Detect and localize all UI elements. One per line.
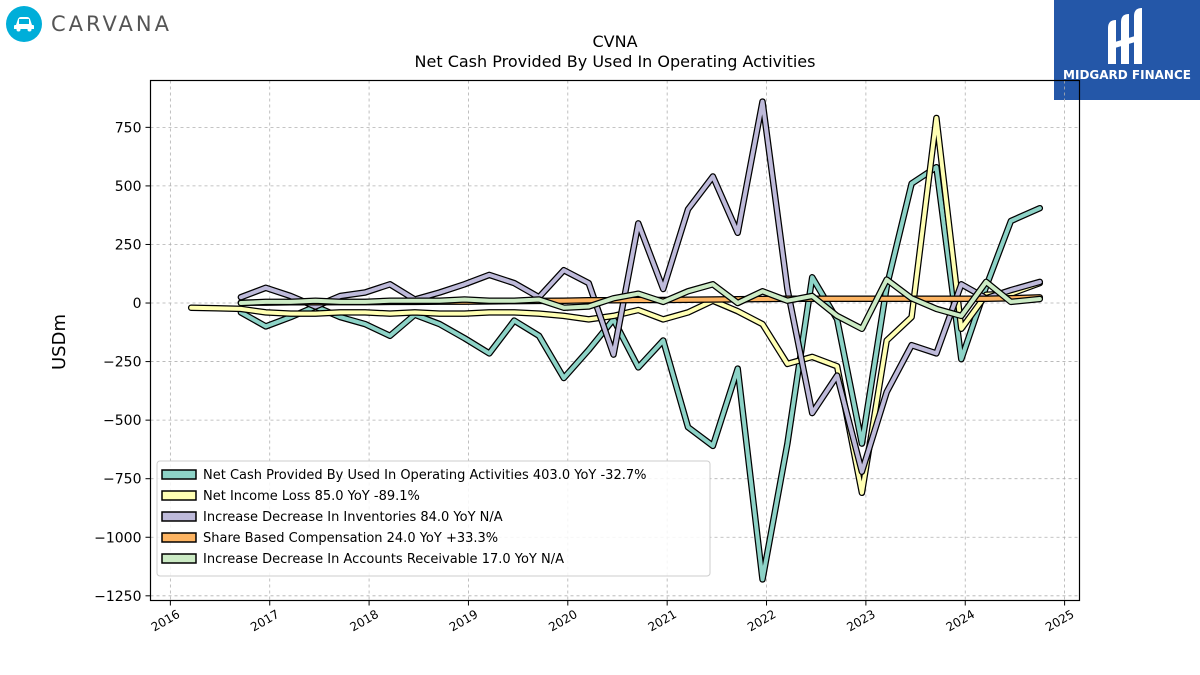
series-0 xyxy=(237,163,1044,583)
legend-box xyxy=(156,460,711,577)
legend-swatch xyxy=(161,553,197,564)
y-tick-label: −1000 xyxy=(94,530,141,546)
y-tick-label: 500 xyxy=(115,179,142,195)
x-tick-label: 2025 xyxy=(1043,607,1076,634)
series-2 xyxy=(237,98,1044,475)
legend-label: Share Based Compensation 24.0 YoY +33.3% xyxy=(203,531,498,546)
carvana-wordmark: CARVANA xyxy=(51,12,172,36)
x-tick-label: 2022 xyxy=(745,607,778,634)
series-line xyxy=(238,277,1042,331)
legend-label: Net Cash Provided By Used In Operating A… xyxy=(203,468,646,483)
series-line xyxy=(189,116,1042,495)
x-tick-label: 2021 xyxy=(646,607,679,634)
series-line xyxy=(238,99,1042,474)
y-tick-label: −750 xyxy=(103,472,141,488)
carvana-logo: CARVANA xyxy=(6,4,172,44)
x-tick-label: 2019 xyxy=(447,607,480,634)
y-tick-label: −250 xyxy=(103,355,141,371)
legend-label: Net Income Loss 85.0 YoY -89.1% xyxy=(203,489,420,504)
y-tick-label: 750 xyxy=(115,120,142,136)
y-tick-label: −1250 xyxy=(94,589,141,605)
y-axis-label: USDm xyxy=(49,314,70,370)
x-axis: 2016 2017 2018 2019 2020 2021 2022 2023 2024 2025 xyxy=(149,600,1076,634)
x-tick-label: 2023 xyxy=(844,607,877,634)
midgard-logo-icon xyxy=(1104,8,1150,70)
series-1 xyxy=(187,114,1044,497)
plot-frame xyxy=(149,79,1081,602)
y-tick-label: 250 xyxy=(115,237,142,253)
legend-swatch xyxy=(161,532,197,543)
series-line xyxy=(238,165,1042,582)
x-tick-label: 2018 xyxy=(348,607,381,634)
x-tick-label: 2024 xyxy=(944,607,977,634)
series-line-outline xyxy=(237,98,1044,475)
legend-swatch xyxy=(161,469,197,480)
x-tick-label: 2020 xyxy=(546,607,579,634)
chart-subtitle: Net Cash Provided By Used In Operating A… xyxy=(415,52,816,71)
x-tick-label: 2017 xyxy=(248,607,281,634)
y-tick-label: −500 xyxy=(103,413,141,429)
legend-label: Increase Decrease In Inventories 84.0 Yo… xyxy=(203,510,503,525)
header: CARVANA MIDGARD FINANCE xyxy=(0,0,1200,100)
midgard-wordmark: MIDGARD FINANCE xyxy=(1063,68,1191,82)
y-tick-label: 0 xyxy=(133,296,142,312)
legend-swatch xyxy=(161,511,197,522)
car-icon xyxy=(6,6,42,42)
x-tick-label: 2016 xyxy=(149,607,182,634)
series-4 xyxy=(237,276,1044,333)
chart-title: CVNA xyxy=(592,32,637,51)
midgard-finance-logo: MIDGARD FINANCE xyxy=(1054,0,1200,100)
y-axis: 750 500 250 0 −250 −500 −750 −1000 −1250 xyxy=(94,120,151,605)
legend-swatch xyxy=(161,490,197,501)
legend-label: Increase Decrease In Accounts Receivable… xyxy=(203,552,564,567)
series-lines xyxy=(187,98,1044,583)
legend: Net Cash Provided By Used In Operating A… xyxy=(156,460,711,577)
